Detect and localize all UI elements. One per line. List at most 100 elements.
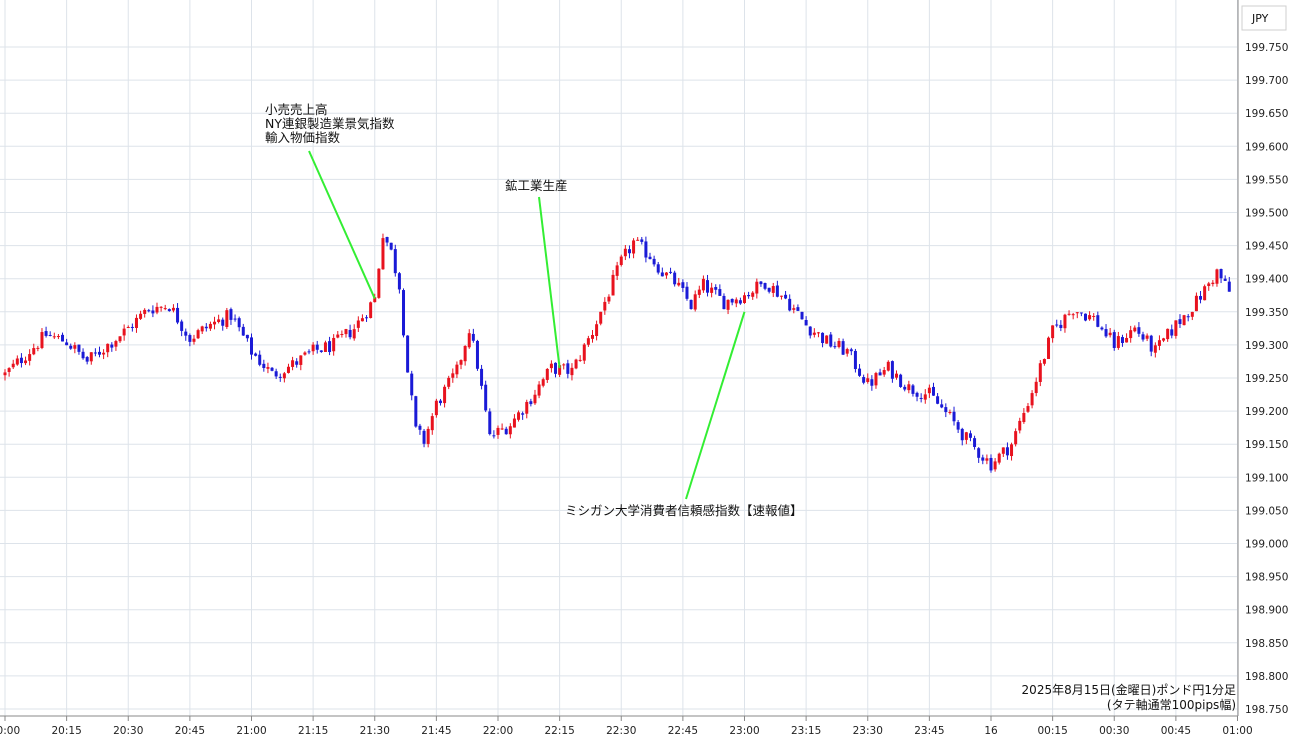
- candle-up: [434, 400, 438, 416]
- candle-down: [1112, 332, 1116, 348]
- candle-down: [188, 335, 192, 342]
- annotation-leader-line: [538, 196, 561, 369]
- candle-down: [85, 357, 89, 362]
- candle-down: [648, 256, 652, 260]
- candle-up: [779, 295, 783, 297]
- candle-up: [106, 343, 110, 353]
- candle-up: [311, 344, 315, 352]
- candle-down: [673, 272, 677, 285]
- candle-down: [204, 326, 208, 329]
- price-tick-label: 198.750: [1245, 704, 1288, 716]
- time-tick-label: 23:00: [729, 725, 759, 737]
- annotation-label: 鉱工業生産: [505, 178, 568, 193]
- candle-down: [488, 411, 492, 435]
- candle-down: [718, 289, 722, 296]
- candle-down: [566, 363, 570, 374]
- time-tick-label: 16: [984, 725, 998, 737]
- price-tick-label: 199.400: [1245, 274, 1288, 286]
- candle-up: [632, 240, 636, 254]
- candle-up: [360, 318, 364, 322]
- candle-up: [985, 458, 989, 461]
- candle-down: [19, 357, 23, 364]
- candle-down: [685, 286, 689, 299]
- price-tick-label: 198.900: [1245, 605, 1288, 617]
- candle-down: [1100, 327, 1104, 330]
- candle-down: [184, 331, 188, 336]
- candle-up: [143, 309, 147, 314]
- candle-up: [1030, 393, 1034, 406]
- candle-down: [1227, 281, 1231, 292]
- candle-up: [845, 349, 849, 354]
- candle-up: [291, 360, 295, 367]
- annotation-label: 小売売上高: [265, 102, 328, 117]
- candle-down: [480, 368, 484, 386]
- candle-down: [402, 290, 406, 336]
- candle-down: [681, 282, 685, 288]
- candle-down: [44, 331, 48, 336]
- candle-down: [1170, 329, 1174, 336]
- candle-up: [1092, 315, 1096, 317]
- candle-down: [829, 334, 833, 347]
- candle-down: [385, 237, 389, 243]
- candle-down: [81, 351, 85, 359]
- candle-up: [73, 345, 77, 349]
- candle-up: [812, 332, 816, 335]
- candle-up: [459, 360, 463, 365]
- candle-down: [229, 309, 233, 320]
- time-tick-label: 23:45: [914, 725, 944, 737]
- candle-up: [1088, 315, 1092, 320]
- candle-down: [237, 318, 241, 328]
- candle-down: [422, 430, 426, 444]
- candle-up: [825, 335, 829, 344]
- candle-down: [130, 326, 134, 328]
- candle-up: [517, 412, 521, 420]
- candle-down: [763, 283, 767, 289]
- time-tick-label: 21:30: [360, 725, 390, 737]
- candle-down: [759, 281, 763, 285]
- candle-down: [899, 374, 903, 387]
- candle-down: [1079, 312, 1083, 314]
- time-tick-label: 21:45: [421, 725, 451, 737]
- candle-up: [1190, 311, 1194, 317]
- candle-up: [525, 401, 529, 414]
- candle-up: [595, 324, 599, 336]
- candle-down: [438, 400, 442, 404]
- candle-down: [849, 349, 853, 352]
- candle-down: [262, 363, 266, 368]
- candle-down: [328, 341, 332, 353]
- price-tick-labels: 199.750 199.700 199.650 199.600 199.550 199.5…: [1245, 42, 1288, 716]
- candle-down: [944, 407, 948, 413]
- candle-down: [1083, 313, 1087, 321]
- candle-up: [225, 310, 229, 327]
- candle-down: [960, 428, 964, 441]
- candle-up: [467, 333, 471, 348]
- candle-up: [196, 330, 200, 339]
- price-tick-label: 199.700: [1245, 75, 1288, 87]
- candle-up: [114, 341, 118, 347]
- candle-down: [833, 346, 837, 348]
- candles: [3, 233, 1231, 473]
- candle-up: [447, 377, 451, 387]
- candle-down: [1059, 324, 1063, 328]
- time-tick-label: 00:30: [1099, 725, 1129, 737]
- candle-down: [1141, 334, 1145, 340]
- candle-down: [110, 344, 114, 348]
- candle-up: [886, 361, 890, 371]
- time-tick-label: 23:15: [791, 725, 821, 737]
- candle-up: [426, 428, 430, 444]
- candle-up: [1174, 320, 1178, 336]
- candle-down: [315, 344, 319, 350]
- candle-up: [352, 329, 356, 339]
- candle-up: [455, 364, 459, 375]
- candle-down: [977, 448, 981, 458]
- candle-down: [270, 367, 274, 371]
- candle-down: [878, 372, 882, 376]
- time-tick-label: 20:45: [175, 725, 205, 737]
- candle-up: [1001, 447, 1005, 454]
- candle-down: [471, 333, 475, 341]
- caption-subtitle: (タテ軸通常100pips幅): [1107, 697, 1236, 712]
- candle-down: [69, 345, 73, 349]
- candle-up: [500, 428, 504, 430]
- candle-down: [706, 280, 710, 293]
